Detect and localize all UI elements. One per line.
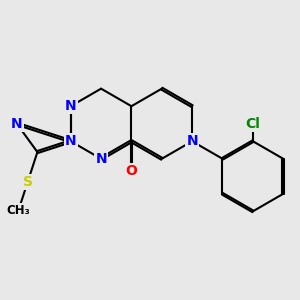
Text: Cl: Cl xyxy=(245,117,260,131)
Text: N: N xyxy=(186,134,198,148)
Text: N: N xyxy=(95,152,107,166)
Text: N: N xyxy=(65,134,76,148)
Text: N: N xyxy=(11,117,22,131)
Text: N: N xyxy=(65,99,76,113)
Text: O: O xyxy=(125,164,137,178)
Text: S: S xyxy=(23,175,33,189)
Text: CH₃: CH₃ xyxy=(7,204,30,217)
Text: N: N xyxy=(65,134,76,148)
